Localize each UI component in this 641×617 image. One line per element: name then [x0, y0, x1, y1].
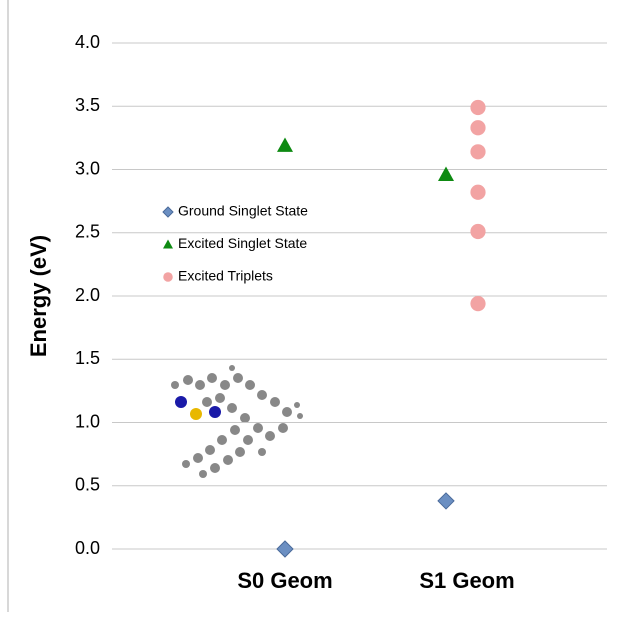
circle-marker: [470, 224, 485, 239]
circle-marker: [470, 100, 485, 115]
legend-label: Excited Triplets: [178, 268, 273, 284]
x-tick-label: S0 Geom: [237, 568, 332, 593]
legend-marker: [163, 207, 173, 217]
legend-marker: [163, 240, 173, 249]
triangle-marker: [438, 167, 454, 181]
circle-marker: [470, 144, 485, 159]
y-tick-label: 1.5: [75, 348, 100, 368]
legend-label: Ground Singlet State: [178, 203, 308, 219]
molecule-image: [171, 365, 303, 478]
y-tick-label: 4.0: [75, 32, 100, 52]
y-tick-label: 2.0: [75, 285, 100, 305]
y-tick-label: 0.5: [75, 475, 100, 495]
y-tick-label: 0.0: [75, 538, 100, 558]
circle-marker: [470, 296, 485, 311]
circle-marker: [470, 120, 485, 135]
chart: Energy (eV) 0.0 0.5 1.0 1.5 2.0 2.5 3.0 3.5 4.0 S…: [0, 0, 641, 617]
y-axis-label: Energy (eV): [26, 235, 51, 357]
triangle-marker: [277, 137, 293, 151]
diamond-marker: [277, 541, 293, 557]
legend-marker: [163, 272, 173, 282]
diamond-marker: [438, 493, 454, 509]
y-tick-label: 2.5: [75, 222, 100, 242]
y-tick-label: 3.0: [75, 158, 100, 178]
x-tick-label: S1 Geom: [419, 568, 514, 593]
legend-label: Excited Singlet State: [178, 235, 307, 251]
y-tick-label: 3.5: [75, 95, 100, 115]
circle-marker: [470, 185, 485, 200]
y-tick-label: 1.0: [75, 411, 100, 431]
